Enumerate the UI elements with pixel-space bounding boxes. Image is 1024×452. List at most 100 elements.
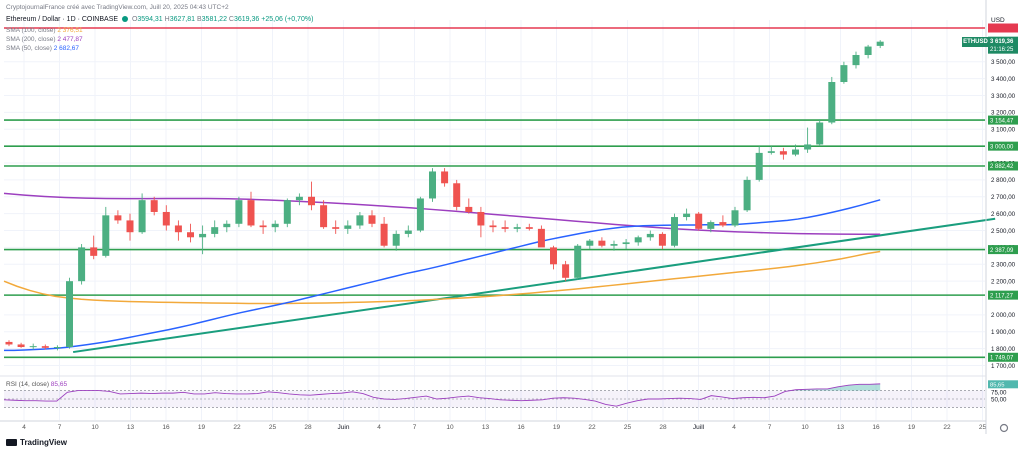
candle-body (5, 341, 13, 345)
legend-sma100[interactable]: SMA (100, close) 2 376,51 (6, 27, 83, 34)
candle-body (380, 223, 388, 246)
time-label: 25 (624, 424, 632, 431)
candle-body (731, 210, 739, 226)
candle-body (816, 122, 824, 145)
candle (537, 225, 545, 248)
time-label: 22 (233, 424, 241, 431)
candle-body (792, 149, 799, 155)
level-label: 1 749,07 (990, 355, 1014, 361)
legend-sma50[interactable]: SMA (50, close) 2 682,67 (6, 45, 80, 52)
candle (53, 345, 61, 351)
candle (211, 220, 219, 238)
candle-body (90, 247, 98, 256)
price-tick-label: 1 800,00 (991, 346, 1016, 353)
candle (223, 220, 231, 233)
symbol-info: Ethereum / Dollar · 1D · COINBASE O3594,… (6, 16, 314, 23)
price-tick-label: 3 500,00 (991, 59, 1016, 66)
candle-body (671, 217, 678, 246)
level-badge (988, 115, 1018, 125)
candle (78, 244, 86, 285)
level-label: 2 117,27 (990, 293, 1014, 299)
price-tick-label: 3 400,00 (991, 76, 1016, 83)
candle (658, 232, 666, 250)
candle (755, 146, 763, 182)
candle-body (513, 227, 521, 229)
candle (864, 44, 872, 59)
candle-body (320, 205, 328, 228)
time-label: 28 (304, 424, 312, 431)
candle (247, 191, 255, 228)
price-tick-label: 1 900,00 (991, 329, 1016, 336)
candle (187, 223, 194, 243)
price-tick-label: 2 200,00 (991, 278, 1016, 285)
candle (489, 220, 497, 233)
candle-body (247, 200, 255, 226)
rsi-value-label: 85,65 (990, 382, 1005, 388)
grid (4, 20, 985, 420)
candle-body (840, 65, 848, 83)
price-tick-label: 2 500,00 (991, 228, 1016, 235)
sma200-line (3, 192, 881, 235)
candle-body (574, 245, 582, 278)
candle-body (102, 215, 110, 256)
time-label: 13 (127, 424, 135, 431)
candle (392, 230, 400, 251)
candle-body (126, 220, 134, 233)
candles[interactable] (5, 40, 884, 351)
candle-body (610, 244, 618, 246)
candle-body (683, 213, 691, 218)
candle (477, 206, 485, 238)
candle (429, 168, 436, 202)
time-label: 4 (377, 424, 381, 431)
time-label: 7 (58, 424, 62, 431)
candle-body (453, 183, 461, 207)
candle-body (150, 200, 158, 212)
settings-gear-icon[interactable] (999, 423, 1009, 433)
candle (453, 179, 461, 211)
time-label: Juin (338, 424, 350, 431)
level-badge (988, 352, 1018, 362)
legend-sma200[interactable]: SMA (200, close) 2 477,87 (6, 36, 83, 43)
candle (562, 260, 570, 282)
candle-body (658, 233, 666, 246)
candle (828, 76, 836, 125)
candle-body (308, 196, 315, 206)
candle (743, 176, 751, 212)
time-label: 7 (768, 424, 772, 431)
price-tick-label: 3 100,00 (991, 127, 1016, 134)
candle (695, 211, 703, 231)
time-label: 10 (91, 424, 99, 431)
candle (259, 220, 267, 234)
candle (114, 210, 122, 224)
candle (852, 51, 860, 69)
candle-body (41, 346, 49, 348)
price-tick-label: 2 300,00 (991, 262, 1016, 269)
candle-body (501, 227, 509, 229)
countdown-label: 21:16:25 (990, 47, 1014, 53)
rsi-tick-label: 75,00 (991, 390, 1007, 397)
candle (767, 146, 775, 155)
time-label: 16 (517, 424, 525, 431)
candle-body (295, 196, 303, 201)
candle-body (477, 211, 485, 226)
level-badge (988, 245, 1018, 255)
rsi-tick-label: 50,00 (991, 396, 1007, 403)
candle-body (29, 346, 37, 348)
candle-body (707, 222, 715, 229)
candle (622, 238, 630, 250)
candle (513, 223, 521, 233)
price-tick-label: 1 700,00 (991, 363, 1016, 370)
candle-body (53, 346, 61, 348)
candle-body (441, 171, 449, 184)
candle-body (283, 200, 291, 224)
candle (404, 225, 412, 238)
candle (271, 220, 279, 233)
candle (102, 206, 110, 258)
candle-body (404, 230, 412, 234)
candle (610, 240, 618, 251)
candle (634, 235, 642, 246)
candle-body (876, 41, 884, 46)
candle-body (162, 211, 170, 226)
candle (441, 168, 449, 187)
